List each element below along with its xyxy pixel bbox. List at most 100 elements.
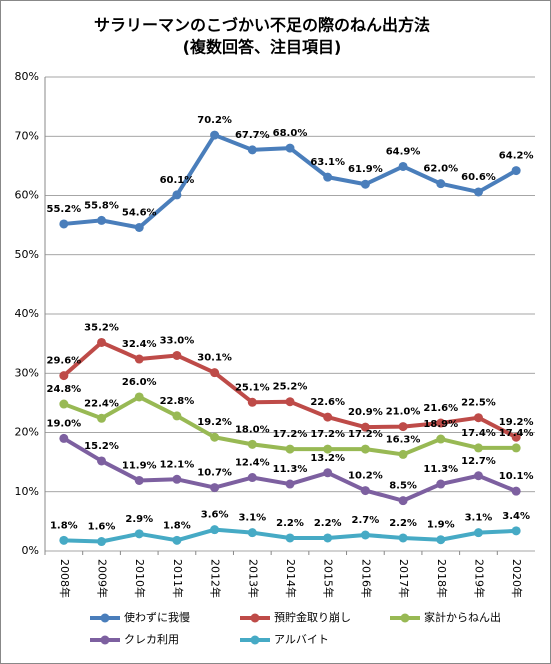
data-point (360, 179, 370, 189)
legend-marker (250, 613, 260, 623)
legend-label: クレカ利用 (124, 633, 179, 646)
legend-marker (100, 613, 110, 623)
data-label: 21.0% (386, 407, 421, 418)
data-label: 18.9% (423, 419, 458, 430)
data-label: 18.0% (235, 424, 270, 435)
data-point (97, 456, 107, 466)
data-point (210, 525, 220, 535)
x-tick-label: 2008年 (58, 559, 72, 598)
data-label: 62.0% (423, 164, 458, 175)
data-label: 1.9% (427, 520, 455, 531)
data-label: 10.2% (348, 471, 383, 482)
data-label: 10.7% (197, 468, 232, 479)
data-label: 8.5% (389, 481, 417, 492)
data-point (247, 528, 257, 538)
data-point (59, 535, 69, 545)
data-label: 19.2% (197, 417, 232, 428)
x-tick-label: 2013年 (246, 559, 260, 598)
y-tick-label: 20% (15, 426, 39, 439)
data-point (398, 422, 408, 432)
data-label: 21.6% (423, 403, 458, 414)
x-tick-label: 2019年 (472, 559, 486, 598)
data-point (323, 412, 333, 422)
data-label: 19.2% (499, 417, 534, 428)
data-label: 17.4% (499, 428, 534, 439)
legend-label: 家計からねん出 (424, 610, 501, 624)
data-point (172, 350, 182, 360)
data-point (134, 354, 144, 364)
data-label: 30.1% (197, 353, 232, 364)
data-label: 10.1% (499, 471, 534, 482)
data-point (511, 526, 521, 536)
legend-marker (250, 635, 260, 645)
data-point (511, 443, 521, 453)
data-label: 3.6% (201, 510, 229, 521)
data-label: 68.0% (273, 128, 308, 139)
data-point (398, 533, 408, 543)
data-point (247, 145, 257, 155)
data-point (59, 371, 69, 381)
data-point (511, 432, 521, 442)
data-label: 3.4% (502, 511, 530, 522)
x-tick-label: 2018年 (435, 559, 449, 598)
data-label: 60.1% (160, 175, 195, 186)
data-label: 33.0% (160, 335, 195, 346)
data-point (247, 473, 257, 483)
data-label: 12.4% (235, 458, 270, 469)
data-label: 55.2% (46, 204, 81, 215)
data-point (436, 535, 446, 545)
data-point (97, 215, 107, 225)
y-tick-label: 30% (15, 366, 39, 379)
data-label: 24.8% (46, 384, 81, 395)
y-tick-label: 60% (15, 189, 39, 202)
data-label: 3.1% (238, 513, 266, 524)
data-point (210, 483, 220, 493)
data-label: 20.9% (348, 407, 383, 418)
y-tick-label: 40% (15, 307, 39, 320)
data-label: 15.2% (84, 441, 119, 452)
data-label: 2.2% (389, 518, 417, 529)
y-tick-label: 80% (15, 70, 39, 83)
y-tick-label: 70% (15, 129, 39, 142)
x-tick-label: 2017年 (397, 559, 411, 598)
data-label: 17.2% (348, 429, 383, 440)
data-point (360, 486, 370, 496)
data-label: 54.6% (122, 207, 157, 218)
data-label: 55.8% (84, 200, 119, 211)
data-label: 61.9% (348, 164, 383, 175)
x-tick-label: 2009年 (96, 559, 110, 598)
data-point (285, 397, 295, 407)
data-label: 22.4% (84, 398, 119, 409)
data-label: 32.4% (122, 339, 157, 350)
data-point (473, 443, 483, 453)
data-label: 70.2% (197, 115, 232, 126)
data-point (247, 439, 257, 449)
data-label: 11.3% (273, 464, 308, 475)
data-point (360, 444, 370, 454)
data-point (398, 161, 408, 171)
data-label: 2.2% (276, 518, 304, 529)
data-point (97, 337, 107, 347)
data-label: 11.3% (423, 464, 458, 475)
data-point (323, 172, 333, 182)
data-point (436, 434, 446, 444)
y-tick-label: 10% (15, 485, 39, 498)
data-label: 13.2% (310, 453, 345, 464)
data-label: 1.8% (50, 520, 78, 531)
data-label: 19.0% (46, 418, 81, 429)
data-label: 26.0% (122, 377, 157, 388)
data-point (59, 219, 69, 229)
data-point (323, 444, 333, 454)
data-point (134, 475, 144, 485)
data-point (323, 533, 333, 543)
data-label: 12.1% (160, 459, 195, 470)
x-tick-label: 2010年 (133, 559, 147, 598)
x-tick-label: 2016年 (359, 559, 373, 598)
data-label: 17.4% (461, 428, 496, 439)
data-label: 1.6% (88, 522, 116, 533)
data-label: 12.7% (461, 456, 496, 467)
data-label: 22.5% (461, 398, 496, 409)
data-label: 67.7% (235, 130, 270, 141)
